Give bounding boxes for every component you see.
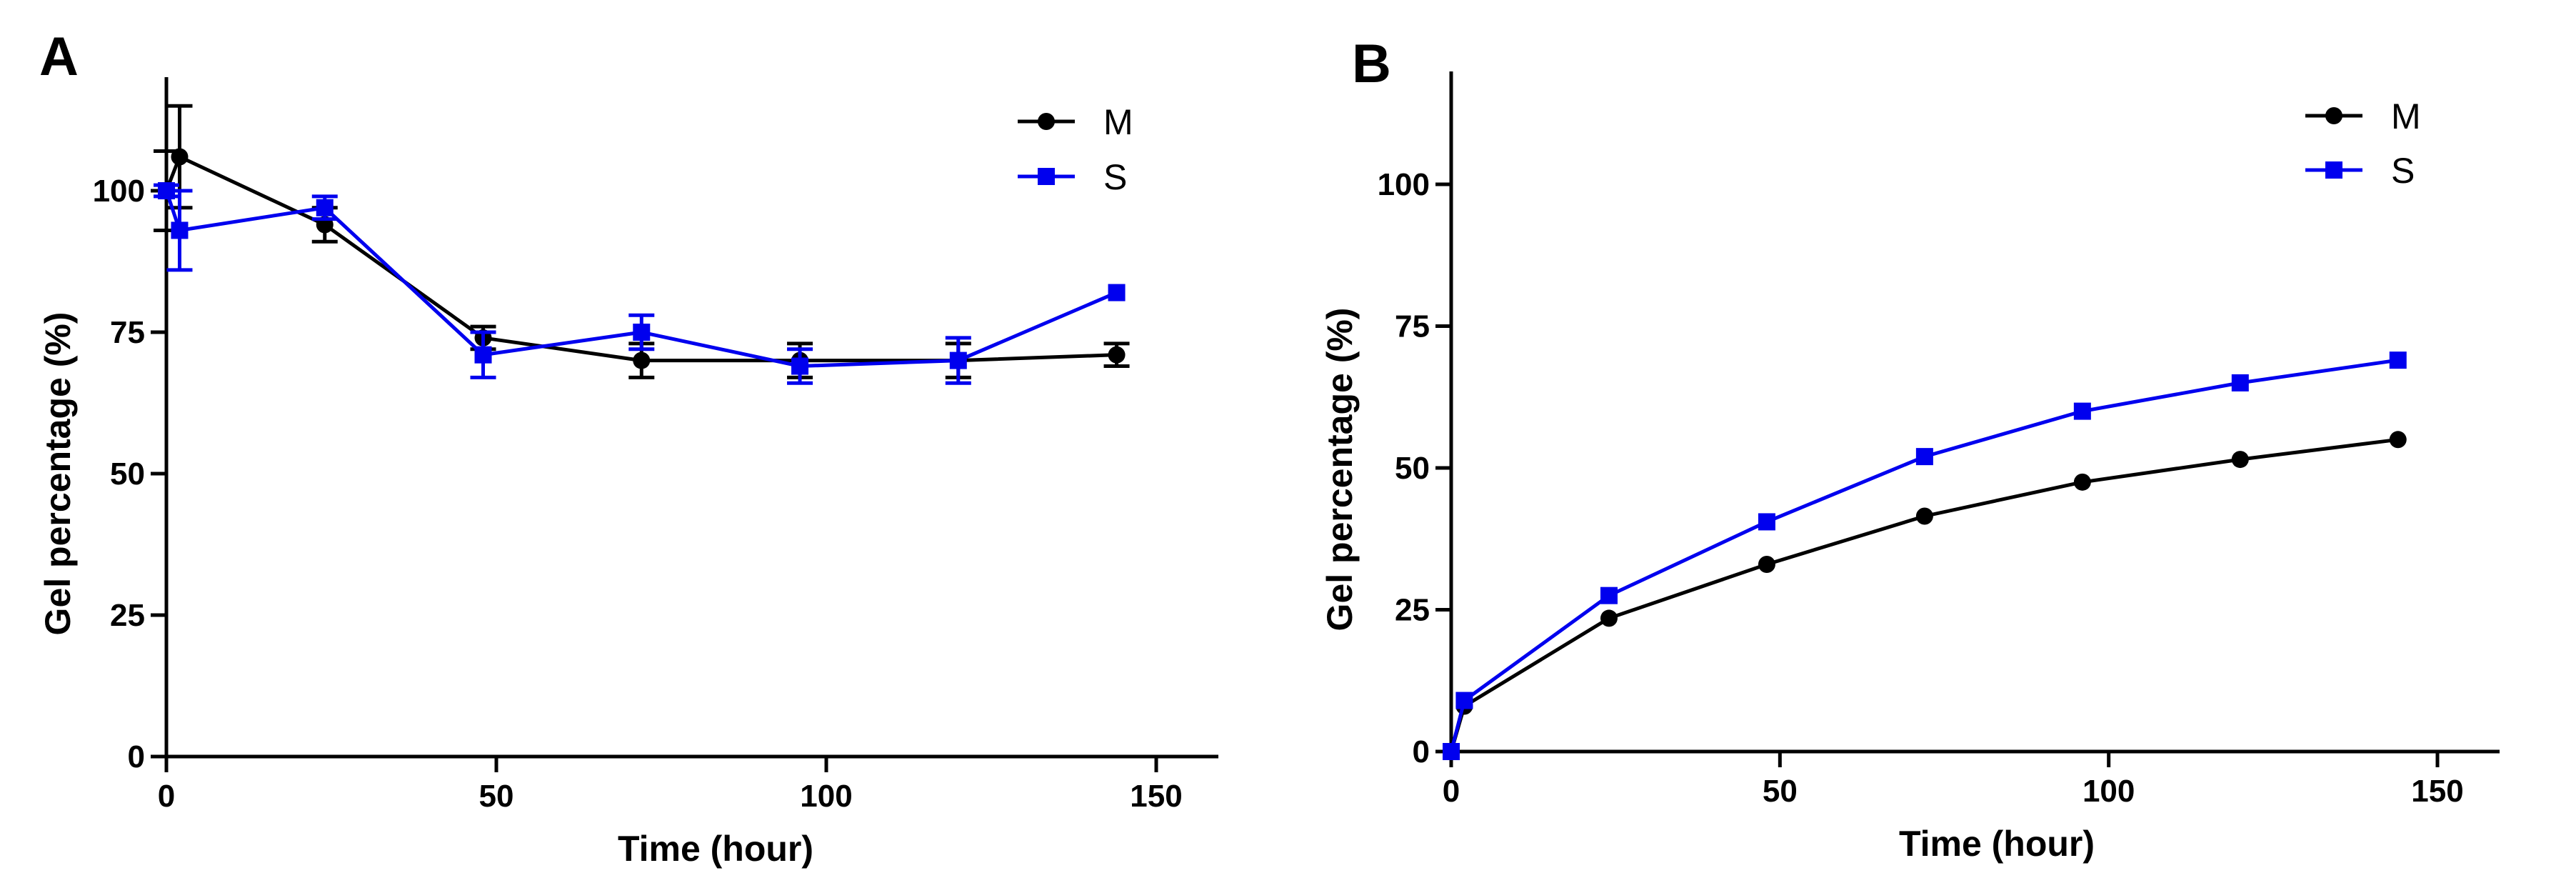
legend-marker-s	[2325, 161, 2342, 179]
data-point-s	[2389, 351, 2407, 369]
y-tick-label: 75	[110, 315, 145, 350]
data-point-s	[316, 199, 334, 216]
data-point-s	[158, 182, 175, 199]
data-point-s	[2073, 402, 2091, 420]
y-tick-label: 100	[93, 174, 145, 209]
data-point-m	[2389, 431, 2407, 449]
data-point-s	[949, 351, 967, 369]
x-tick-label: 50	[1763, 774, 1798, 809]
x-tick-label: 0	[158, 779, 175, 814]
data-point-s	[1455, 692, 1473, 709]
y-tick-label: 25	[110, 598, 145, 633]
legend-label-s: S	[1103, 157, 1127, 197]
data-point-m	[171, 148, 189, 166]
data-point-s	[1443, 743, 1460, 760]
y-tick-label: 100	[1378, 167, 1430, 202]
series-line-s	[1449, 358, 2399, 752]
chart-panel-b: B 0 25 50 75 100 0 50 100 150 Time (hour) Gel perce…	[1320, 34, 2500, 864]
legend-marker-m	[2325, 107, 2342, 124]
x-axis-title: Time (hour)	[1899, 824, 2095, 864]
y-axis-title: Gel percentage (%)	[1320, 308, 1360, 632]
legend-marker-s	[1038, 168, 1055, 185]
panel-letter: B	[1352, 34, 1391, 94]
data-point-m	[1108, 346, 1126, 364]
data-point-s	[1758, 513, 1775, 531]
data-point-m	[633, 351, 651, 369]
x-tick-label: 0	[1443, 774, 1460, 809]
data-point-m	[1915, 507, 1933, 525]
legend-label-m: M	[2391, 96, 2421, 136]
chart-panel-a: A 0 25 50 75 100 0 50 100 150 Time (hour) Gel perce…	[38, 26, 1218, 869]
data-point-s	[1600, 587, 1618, 604]
x-axis-title: Time (hour)	[618, 829, 813, 869]
data-point-s	[2231, 374, 2249, 391]
y-tick-label: 0	[128, 739, 145, 774]
y-axis-title: Gel percentage (%)	[38, 312, 78, 636]
x-tick-label: 100	[800, 779, 852, 814]
legend-label-m: M	[1103, 102, 1133, 142]
data-point-m	[1600, 609, 1618, 627]
y-tick-label: 25	[1395, 593, 1430, 628]
x-tick-label: 150	[2411, 774, 2463, 809]
x-tick-label: 100	[2083, 774, 2135, 809]
data-point-m	[2073, 473, 2091, 491]
y-tick-label: 75	[1395, 309, 1430, 344]
data-point-m	[1758, 555, 1775, 573]
data-point-m	[2231, 451, 2249, 469]
series-line-m	[1449, 437, 2399, 752]
y-tick-label: 50	[110, 457, 145, 492]
data-point-s	[1915, 448, 1933, 466]
data-point-s	[1108, 284, 1126, 301]
y-tick-label: 0	[1413, 734, 1430, 769]
data-point-s	[474, 346, 492, 364]
data-point-s	[171, 221, 189, 239]
x-tick-label: 50	[479, 779, 514, 814]
legend-marker-m	[1038, 113, 1055, 130]
data-point-s	[791, 357, 809, 375]
y-tick-label: 50	[1395, 451, 1430, 486]
legend-label-s: S	[2391, 151, 2415, 191]
series-line-s	[164, 190, 1118, 369]
x-tick-label: 150	[1130, 779, 1182, 814]
panel-letter: A	[39, 26, 79, 87]
data-point-s	[633, 324, 651, 341]
